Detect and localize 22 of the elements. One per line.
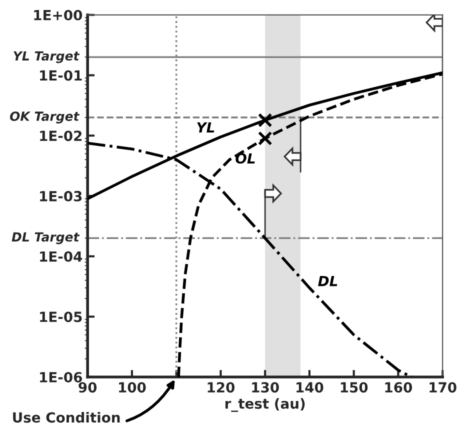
y-tick-label: 1E-06 [40, 372, 82, 382]
series-label: DL [318, 276, 338, 286]
x-axis-title: r_test (au) [225, 398, 305, 412]
x-tick-label: 140 [296, 382, 324, 393]
ref-line-label: DL Target [12, 232, 80, 244]
y-tick-label: 1E-03 [40, 190, 82, 202]
y-tick-label: 1E-05 [40, 312, 82, 322]
x-tick-label: 130 [252, 382, 279, 393]
y-tick-label: 1E-02 [40, 130, 82, 142]
x-tick-label: 160 [385, 382, 412, 393]
x-tick-label: 90 [78, 382, 97, 393]
x-tick-label: 100 [119, 382, 146, 393]
y-tick-label: 1E+00 [34, 10, 82, 20]
y-tick-label: 1E-04 [40, 251, 82, 262]
y-tick-label: 1E-01 [40, 70, 82, 81]
ref-line-label: YL Target [14, 51, 80, 64]
x-tick-label: 120 [208, 382, 235, 393]
series-label: YL [197, 122, 214, 132]
x-tick-label: 150 [340, 382, 368, 393]
ref-line-label: OK Target [10, 112, 80, 124]
x-tick-label: 170 [430, 382, 456, 393]
annotation: Use Condition [13, 412, 120, 423]
